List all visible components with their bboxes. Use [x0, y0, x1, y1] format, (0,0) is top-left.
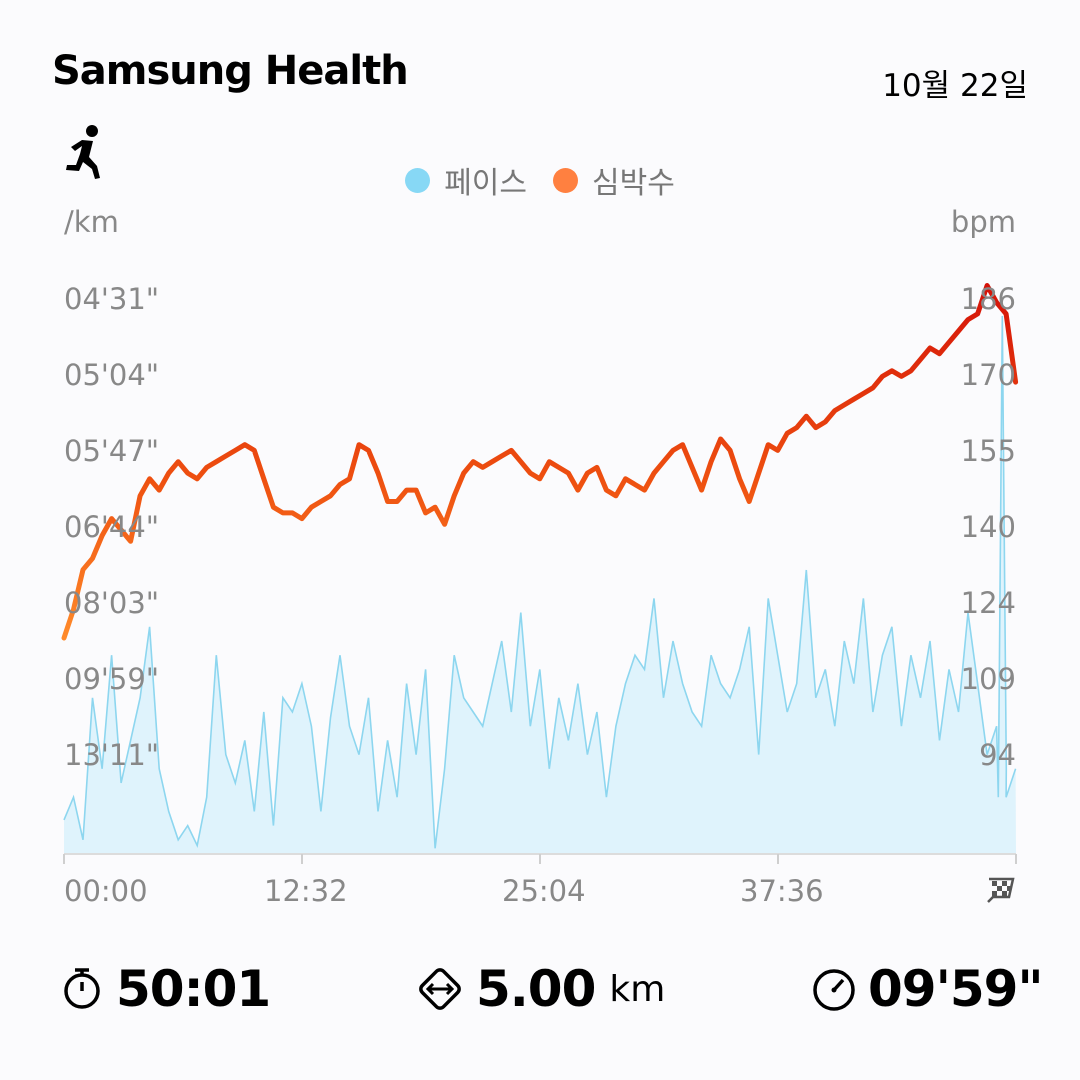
right-axis-tick: 140 — [960, 510, 1016, 544]
x-axis-tick: 37:36 — [740, 874, 824, 908]
right-axis-tick: 170 — [960, 358, 1016, 392]
pace-legend-dot — [405, 167, 431, 193]
right-axis-tick: 186 — [960, 282, 1016, 316]
pace-area — [64, 316, 1016, 854]
x-axis-tick: 00:00 — [64, 874, 148, 908]
left-axis-tick: 09'59" — [64, 662, 160, 696]
pace-line — [63, 315, 1017, 849]
legend-label-pace: 페이스 — [444, 166, 527, 201]
x-axis-ticks — [63, 854, 1017, 864]
running-person-icon — [66, 125, 100, 179]
distance-icon — [419, 968, 461, 1010]
workout-date: 10월 22일 — [882, 68, 1028, 104]
heart-rate-line — [61, 283, 1019, 641]
right-axis-tick: 124 — [960, 586, 1016, 620]
x-axis-tick: 12:32 — [264, 874, 348, 908]
pace-gauge-icon — [813, 969, 855, 1011]
chart-legend: 페이스 심박수 — [0, 158, 1080, 202]
right-axis-tick: 94 — [979, 738, 1016, 772]
left-axis-tick: 05'47" — [64, 434, 160, 468]
distance-unit: km — [609, 968, 666, 1010]
pace-stat: 09'59" — [810, 960, 1044, 1018]
right-axis-tick: 109 — [960, 662, 1016, 696]
legend-item-pace[interactable]: 페이스 — [405, 158, 527, 202]
distance-value: 5.00 — [476, 960, 596, 1018]
left-axis-tick: 05'04" — [64, 358, 160, 392]
duration-value: 50:01 — [116, 960, 271, 1018]
finish-flag-icon — [987, 877, 1015, 903]
right-axis-unit: bpm — [950, 205, 1016, 239]
pace-value: 09'59" — [868, 960, 1044, 1018]
distance-stat: 5.00 km — [414, 960, 665, 1018]
stopwatch-icon — [64, 968, 100, 1009]
duration-stat: 50:01 — [60, 960, 271, 1018]
right-axis-tick: 155 — [960, 434, 1016, 468]
left-axis-tick: 08'03" — [64, 586, 160, 620]
x-axis-tick: 25:04 — [502, 874, 586, 908]
app-title: Samsung Health — [52, 48, 409, 94]
left-axis-tick: 06'44" — [64, 510, 160, 544]
left-axis-tick: 13'11" — [64, 738, 160, 772]
heart-rate-legend-dot — [553, 167, 578, 193]
left-axis-unit: /km — [64, 205, 119, 239]
legend-label-heart-rate: 심박수 — [592, 166, 675, 201]
left-axis-tick: 04'31" — [64, 282, 160, 316]
legend-item-heart-rate[interactable]: 심박수 — [553, 158, 675, 202]
workout-summary: 50:01 5.00 km 09'59" — [0, 960, 1080, 1030]
